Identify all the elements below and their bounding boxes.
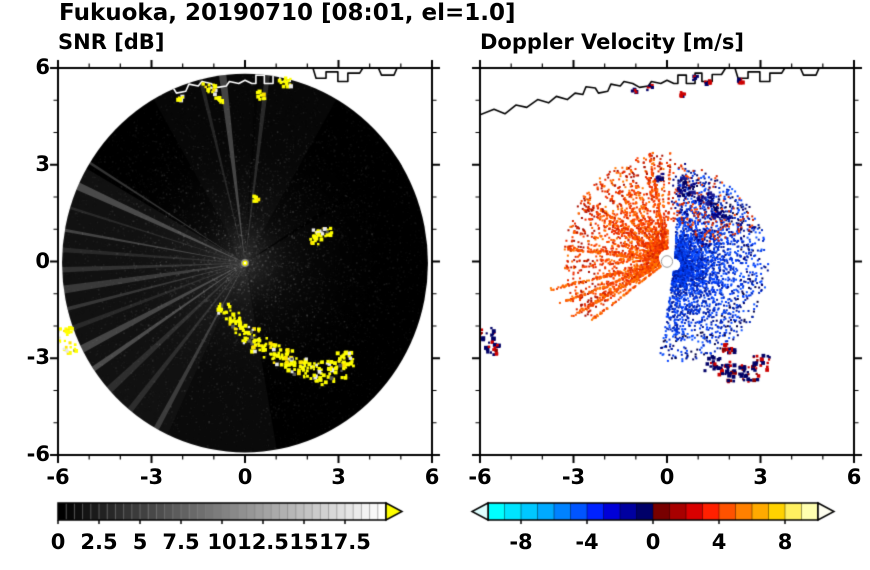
doppler-panel-title: Doppler Velocity [m/s] xyxy=(480,30,744,54)
colorbar-tick-label: 17.5 xyxy=(319,530,371,554)
x-tick-label: -3 xyxy=(561,465,586,489)
y-tick-label: -6 xyxy=(26,442,50,466)
snr-panel-title: SNR [dB] xyxy=(58,30,165,54)
colorbar-tick-label: 5 xyxy=(132,530,148,554)
colorbar-tick-label: 8 xyxy=(777,530,793,554)
colorbar-tick-label: 0 xyxy=(50,530,66,554)
x-tick-label: -6 xyxy=(468,465,492,489)
colorbar-tick-label: 7.5 xyxy=(162,530,200,554)
x-tick-label: 6 xyxy=(424,465,440,489)
figure-title: Fukuoka, 20190710 [08:01, el=1.0] xyxy=(59,0,516,26)
colorbar-tick-label: 12.5 xyxy=(237,530,289,554)
x-tick-label: 3 xyxy=(331,465,346,489)
x-tick-label: 3 xyxy=(753,465,768,489)
colorbar-tick-label: -8 xyxy=(509,530,533,554)
colorbar-tick-label: 2.5 xyxy=(80,530,118,554)
x-tick-label: 0 xyxy=(237,465,253,489)
y-tick-label: 6 xyxy=(35,55,50,79)
colorbar-tick-label: -4 xyxy=(575,530,599,554)
y-tick-label: 3 xyxy=(35,151,50,176)
colorbar-tick-label: 15 xyxy=(289,530,319,554)
colorbar-tick-label: 10 xyxy=(207,530,237,554)
x-tick-label: -6 xyxy=(46,465,70,489)
y-tick-label: -3 xyxy=(26,345,50,370)
y-tick-label: 0 xyxy=(35,248,50,273)
x-tick-label: -3 xyxy=(139,465,164,489)
colorbar-tick-label: 4 xyxy=(711,530,727,554)
x-tick-label: 0 xyxy=(659,465,675,489)
colorbar-tick-label: 0 xyxy=(645,530,661,554)
x-tick-label: 6 xyxy=(846,465,862,489)
